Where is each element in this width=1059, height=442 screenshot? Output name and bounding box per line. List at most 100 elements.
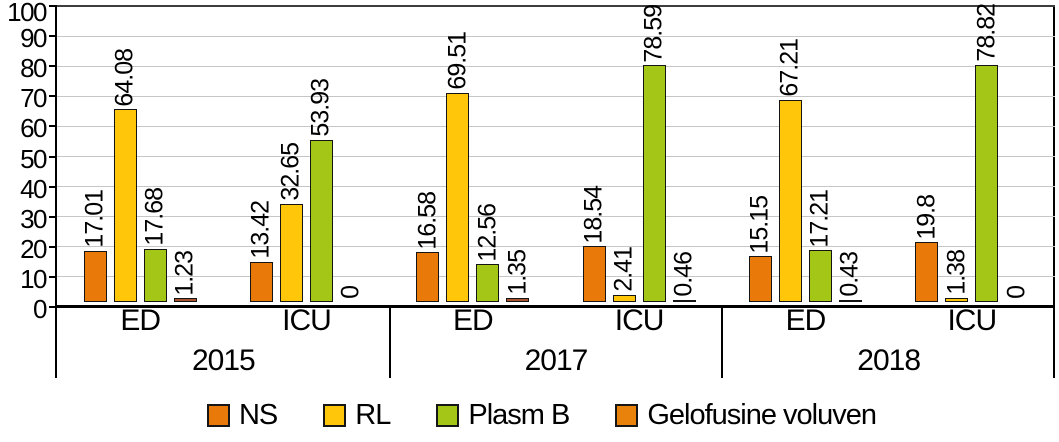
bar-slot: 78.59 xyxy=(639,4,668,302)
bar-value-label: 0 xyxy=(337,286,365,299)
bar-value-label: 17.01 xyxy=(80,190,109,248)
bar-value-label: 64.08 xyxy=(111,49,139,107)
bar-value-label: 0.43 xyxy=(836,252,864,297)
year-group: 15.15 67.21 17.21 0.43 19.8 1.38 78.82 0 ED ICU 20… xyxy=(722,4,1055,378)
legend-label-gelofusine-voluven: Gelofusine voluven xyxy=(647,399,877,431)
bar-slot: 69.51 xyxy=(443,6,471,302)
plot-right-border xyxy=(1053,5,1055,378)
bar-value-text: 1.38 xyxy=(942,250,971,295)
gridline xyxy=(57,216,1055,218)
bar-value-text: 13.42 xyxy=(246,201,275,259)
bar-value-label: 1.38 xyxy=(942,250,971,295)
chart-legend: NS RL Plasm B Gelofusine voluven xyxy=(24,401,1059,430)
bar-value-text: 0 xyxy=(1002,286,1031,299)
bar-value-text: 18.54 xyxy=(579,185,608,244)
bar-slot: 19.8 xyxy=(912,6,941,302)
bar-value-label: 67.21 xyxy=(776,39,804,97)
bar-slot: 16.58 xyxy=(413,6,442,302)
y-axis-tick xyxy=(49,306,57,308)
category-label-ed: ED xyxy=(785,304,827,337)
bar-value-label: 18.54 xyxy=(579,185,608,244)
bar-value-text: 17.68 xyxy=(140,188,169,246)
gridline xyxy=(57,186,1055,188)
bar-gelofusine-voluven xyxy=(506,297,530,302)
bar-value-text: 12.56 xyxy=(473,203,502,262)
y-axis-tick xyxy=(49,215,57,218)
y-axis-label: 60 xyxy=(20,113,47,144)
gridline xyxy=(57,246,1055,248)
bar-value-label: 32.65 xyxy=(277,143,305,201)
category-row: ED ICU xyxy=(390,302,723,336)
subgroup-icu: 19.8 1.38 78.82 0 xyxy=(912,4,1031,302)
bar-ns xyxy=(416,252,440,302)
bar-value-label: 1.23 xyxy=(171,251,199,296)
bar-plasm-b xyxy=(642,65,666,302)
bar-value-label: 69.51 xyxy=(443,32,471,90)
bar-gelofusine-voluven xyxy=(173,298,197,302)
bar-rl xyxy=(612,294,636,302)
bar-value-text: 17.21 xyxy=(805,189,834,248)
legend-item-ns: NS xyxy=(206,401,278,430)
bar-value-text: 78.59 xyxy=(639,4,668,63)
bar-value-label: 16.58 xyxy=(413,191,442,250)
subgroup-ed: 16.58 69.51 12.56 1.35 xyxy=(413,6,531,302)
category-label-icu: ICU xyxy=(614,304,665,337)
category-label-icu: ICU xyxy=(947,304,997,337)
bar-plasm-b xyxy=(143,248,167,302)
subgroup-icu: 18.54 2.41 78.59 0.46 xyxy=(579,4,698,302)
y-axis-tick xyxy=(49,185,57,188)
bar-value-text: 19.8 xyxy=(912,194,941,240)
bar-rl xyxy=(945,297,969,302)
legend-label-rl: RL xyxy=(355,399,391,431)
bar-value-label: 17.68 xyxy=(140,188,169,246)
bar-slot: 78.82 xyxy=(972,4,1000,302)
bar-slot: 2.41 xyxy=(609,6,638,302)
y-axis-label: 20 xyxy=(20,233,47,264)
bar-slot: 18.54 xyxy=(579,6,608,302)
bars-row: 17.01 64.08 17.68 1.23 13.42 32.65 53.93 0 xyxy=(57,6,390,302)
bar-slot: 32.65 xyxy=(277,6,305,302)
y-axis-label: 50 xyxy=(20,143,47,174)
year-group: 16.58 69.51 12.56 1.35 18.54 2.41 78.59 0.46 ED I… xyxy=(390,4,723,378)
y-axis-tick xyxy=(49,95,57,98)
bar-plasm-b xyxy=(309,139,333,302)
gridline xyxy=(57,156,1055,157)
year-label: 2018 xyxy=(857,344,921,377)
subgroup-ed: 17.01 64.08 17.68 1.23 xyxy=(80,6,199,302)
bar-value-label: 17.21 xyxy=(805,189,834,248)
legend-swatch-plasm-b xyxy=(436,404,460,427)
bar-slot: 0 xyxy=(337,6,365,302)
bar-value-label: 0.46 xyxy=(670,252,698,297)
gridline xyxy=(57,95,1055,97)
bar-value-label: 15.15 xyxy=(746,196,774,254)
bars-row: 15.15 67.21 17.21 0.43 19.8 1.38 78.82 0 xyxy=(722,4,1055,302)
legend-item-plasm-b: Plasm B xyxy=(436,401,570,430)
bar-value-text: 16.58 xyxy=(413,191,442,250)
category-label-ed: ED xyxy=(120,304,161,337)
bars-row: 16.58 69.51 12.56 1.35 18.54 2.41 78.59 0.46 xyxy=(390,4,723,302)
x-axis-line xyxy=(55,305,1055,308)
bar-value-text: 17.01 xyxy=(80,190,109,248)
bar-rl xyxy=(446,92,470,302)
subgroup-icu: 13.42 32.65 53.93 0 xyxy=(246,6,365,302)
bar-value-text: 2.41 xyxy=(609,247,638,292)
bar-ns xyxy=(83,250,107,302)
bar-gelofusine-voluven xyxy=(672,299,696,302)
bar-ns xyxy=(249,261,273,302)
category-row: ED ICU xyxy=(57,302,390,336)
bar-slot: 67.21 xyxy=(776,6,804,302)
category-label-icu: ICU xyxy=(282,304,332,337)
bar-ns xyxy=(915,242,939,302)
bar-slot: 1.23 xyxy=(171,6,199,302)
gridline xyxy=(57,276,1055,278)
bar-plasm-b xyxy=(476,264,500,302)
bar-slot: 13.42 xyxy=(246,6,275,302)
bar-value-label: 78.59 xyxy=(639,4,668,63)
legend-item-rl: RL xyxy=(323,399,391,431)
bar-slot: 1.35 xyxy=(503,6,531,302)
bar-slot: 17.68 xyxy=(140,6,169,302)
bar-rl xyxy=(279,203,303,302)
y-axis-label: 90 xyxy=(20,23,47,54)
bar-rl xyxy=(113,109,137,302)
